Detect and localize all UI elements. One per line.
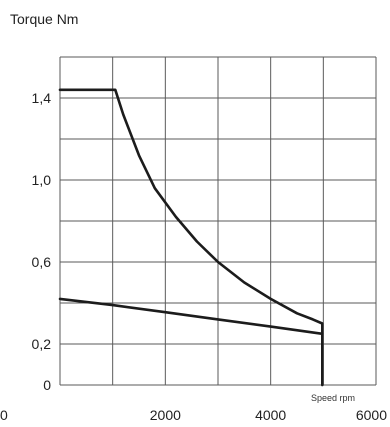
x-tick-label: 4000 xyxy=(255,407,286,423)
x-axis-label: Speed rpm xyxy=(311,393,355,403)
series-line-2 xyxy=(58,297,324,336)
grid xyxy=(59,56,377,386)
series-line-1 xyxy=(58,88,324,387)
y-tick-label: 0 xyxy=(43,377,51,393)
y-tick-labels: 0 0,2 0,6 1,0 1,4 xyxy=(32,90,52,393)
y-tick-label: 1,4 xyxy=(32,90,52,106)
y-tick-label: 0,6 xyxy=(32,254,52,270)
y-axis-label: Torque Nm xyxy=(10,11,78,27)
x-tick-label: 2000 xyxy=(150,407,181,423)
x-tick-label: 6000 xyxy=(356,407,387,423)
series-layer xyxy=(58,88,324,387)
y-tick-label: 0,2 xyxy=(32,336,52,352)
x-tick-label: 0 xyxy=(0,407,8,423)
x-tick-labels: 0 2000 4000 6000 xyxy=(0,407,387,423)
y-tick-label: 1,0 xyxy=(32,172,52,188)
